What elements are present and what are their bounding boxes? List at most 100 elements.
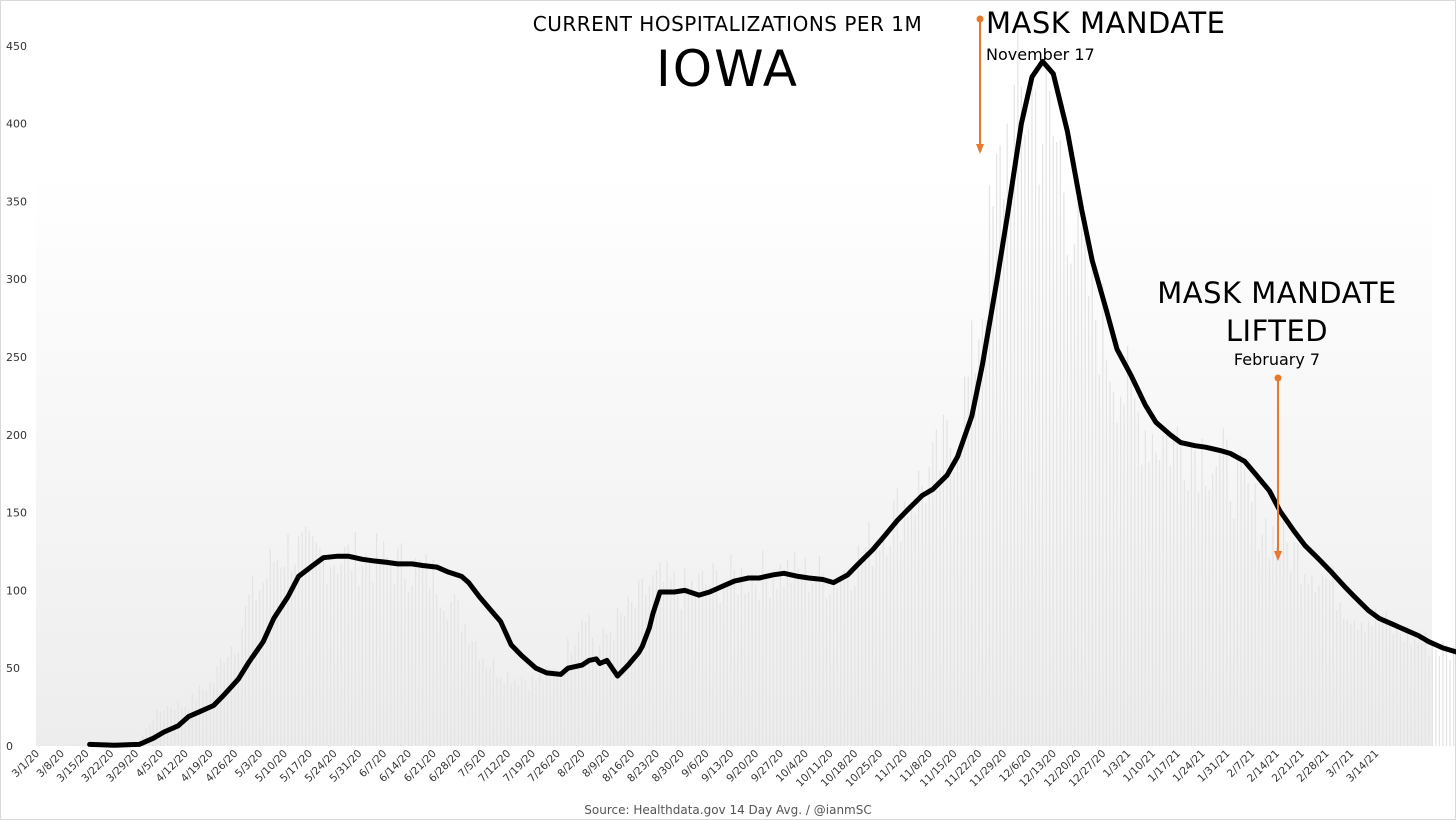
daily-bar (1017, 28, 1019, 746)
daily-bar (344, 547, 346, 746)
daily-bar (1049, 90, 1051, 746)
mandate-label: MASK MANDATE (986, 6, 1226, 40)
daily-bar (216, 665, 218, 746)
daily-bar (1180, 443, 1182, 746)
daily-bar (1318, 585, 1320, 746)
daily-bar (854, 586, 856, 746)
y-tick-label: 350 (6, 195, 27, 208)
daily-bar (723, 586, 725, 746)
daily-bar (1123, 404, 1125, 746)
daily-bar (1350, 623, 1352, 746)
daily-bar (638, 580, 640, 746)
daily-bar (733, 569, 735, 746)
daily-bar (662, 581, 665, 746)
daily-bar (833, 578, 835, 746)
daily-bar (1194, 450, 1196, 746)
daily-bar (1233, 519, 1235, 746)
daily-bar (1392, 633, 1394, 746)
daily-bar (368, 562, 371, 746)
daily-bar (546, 666, 548, 746)
daily-bar (1261, 534, 1263, 746)
daily-bar (634, 607, 636, 746)
daily-bar (1034, 89, 1037, 746)
lifted-label-line2: LIFTED (1225, 314, 1329, 348)
daily-bar (949, 448, 952, 746)
daily-bar (152, 720, 154, 746)
daily-bar (223, 662, 225, 746)
daily-bar (489, 668, 491, 746)
daily-bar (992, 206, 994, 746)
daily-bar (577, 632, 580, 746)
daily-bar (1130, 371, 1132, 746)
daily-bar (156, 709, 158, 746)
daily-bar (1378, 623, 1380, 746)
daily-bar (1279, 555, 1281, 746)
daily-bar (645, 594, 647, 746)
daily-bar (1357, 630, 1359, 746)
daily-bar (850, 590, 852, 746)
daily-bar (432, 559, 434, 746)
daily-bar (886, 555, 888, 746)
daily-bar (305, 526, 307, 746)
daily-bar (1144, 430, 1146, 746)
daily-bar (322, 553, 325, 746)
daily-bar (74, 744, 77, 746)
daily-bar (1424, 632, 1426, 746)
daily-bar (648, 585, 650, 746)
daily-bar (1215, 466, 1217, 746)
daily-bar (737, 594, 739, 746)
daily-bar (517, 685, 519, 746)
daily-bar (843, 569, 845, 746)
lifted-label-line1: MASK MANDATE (1157, 276, 1397, 310)
daily-bar (443, 610, 445, 746)
daily-bar (1137, 411, 1139, 746)
daily-bar (184, 706, 186, 746)
daily-bar (255, 600, 257, 746)
daily-bar (928, 467, 930, 746)
daily-bar (475, 640, 477, 746)
daily-bar (85, 744, 87, 746)
daily-bar (397, 548, 399, 746)
daily-bar (673, 571, 675, 746)
daily-bar (1435, 649, 1437, 746)
daily-bar (666, 561, 668, 746)
daily-bar (1300, 584, 1302, 746)
daily-bar (556, 675, 558, 746)
daily-bar (195, 699, 197, 746)
daily-bar (925, 502, 927, 746)
daily-bar (705, 583, 707, 746)
daily-bar (1353, 620, 1355, 746)
daily-bar (1339, 602, 1341, 746)
daily-bar (163, 710, 165, 746)
daily-bar (64, 745, 66, 746)
daily-bar (967, 376, 969, 746)
daily-bar (1042, 144, 1044, 746)
daily-bar (1290, 571, 1292, 746)
daily-bar (875, 543, 877, 746)
daily-bar (1254, 483, 1256, 746)
daily-bar (804, 557, 806, 746)
daily-bar (694, 592, 697, 746)
daily-bar (971, 320, 973, 746)
daily-bar (379, 563, 381, 746)
daily-bar (1158, 459, 1161, 746)
daily-bar (1240, 452, 1242, 746)
daily-bar (847, 576, 849, 746)
daily-bar (1027, 129, 1030, 747)
daily-bar (659, 562, 661, 746)
daily-bar (1311, 575, 1313, 746)
daily-bar (1375, 608, 1377, 746)
x-axis: 3/1/203/8/203/15/203/22/203/29/204/5/204… (10, 748, 1382, 790)
daily-bar (1151, 433, 1154, 746)
y-tick-label: 100 (6, 584, 27, 597)
daily-bar (957, 454, 959, 746)
daily-bar (687, 586, 689, 746)
daily-bar (836, 588, 838, 746)
daily-bar (1258, 550, 1260, 746)
daily-bar (988, 185, 991, 746)
daily-bar (1243, 469, 1246, 746)
y-tick-label: 450 (6, 40, 27, 53)
daily-bar (329, 567, 332, 746)
daily-bar (528, 689, 530, 746)
daily-bar (1162, 434, 1164, 746)
